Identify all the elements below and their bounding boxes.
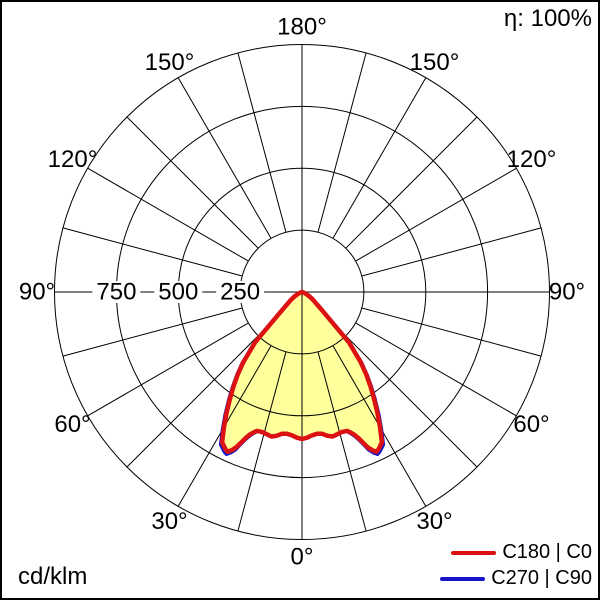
grid-spoke (361, 307, 542, 357)
grid-spoke (345, 116, 478, 249)
grid-spoke (317, 351, 367, 532)
legend-label-c270-c90: C270 | C90 (491, 567, 592, 589)
grid-spoke (355, 167, 517, 262)
angle-label-60-right: 60° (513, 411, 549, 438)
angle-label-0-right: 0° (291, 544, 314, 571)
grid-spoke (332, 77, 427, 239)
radial-tick-label-750: 750 (96, 279, 136, 306)
angle-label-90-left: 90° (19, 279, 55, 306)
legend-line-red-icon (451, 550, 497, 555)
grid-spoke (87, 167, 249, 262)
grid-spoke (62, 307, 243, 357)
legend-item-c270-c90: C270 | C90 (440, 567, 592, 590)
grid-spoke (361, 227, 542, 277)
grid-spoke (317, 52, 367, 233)
angle-label-120-right: 120° (507, 146, 557, 173)
angle-label-120-left: 120° (48, 146, 98, 173)
angle-label-90-right: 90° (549, 279, 585, 306)
grid-spoke (355, 322, 517, 417)
tick-label-bg (154, 281, 203, 303)
radial-tick-label-250: 250 (220, 279, 260, 306)
legend-item-c180-c0: C180 | C0 (451, 541, 592, 564)
efficiency-label: η: 100% (503, 5, 592, 32)
angle-label-150-left: 150° (145, 49, 195, 76)
angle-label-180-right: 180° (277, 14, 327, 41)
grid-spoke (62, 227, 243, 277)
angle-label-150-right: 150° (410, 49, 460, 76)
tick-label-bg (92, 281, 141, 303)
grid-spoke (237, 351, 287, 532)
grid-spoke (126, 116, 259, 249)
grid-spoke (177, 77, 272, 239)
grid-spoke (126, 335, 259, 468)
angle-label-30-left: 30° (151, 508, 187, 535)
grid-spoke (87, 322, 249, 417)
grid-spoke (345, 335, 478, 468)
polar-grid (54, 44, 550, 540)
angle-labels: 0° 30° 30° 60° 60° 90° 90° 120° 120° 150° 150° 180° (19, 14, 585, 571)
grid-spoke (237, 52, 287, 233)
tick-label-bg (216, 281, 265, 303)
radial-tick-labels: 250 500 750 (92, 279, 265, 306)
legend: C180 | C0 C270 | C90 (440, 541, 592, 590)
legend-label-c180-c0: C180 | C0 (502, 541, 592, 563)
angle-label-30-right: 30° (416, 508, 452, 535)
curve-c180-c0 (219, 289, 385, 454)
unit-label: cd/klm (18, 562, 88, 590)
legend-line-blue-icon (440, 576, 486, 581)
angle-label-60-left: 60° (54, 411, 90, 438)
radial-tick-label-500: 500 (158, 279, 198, 306)
